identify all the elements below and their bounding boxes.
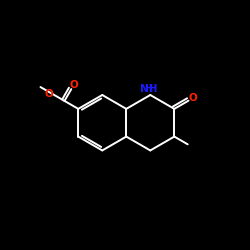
Text: O: O [44,89,53,99]
Text: O: O [188,93,197,103]
Text: O: O [70,80,78,90]
Text: H: H [144,84,152,94]
Text: NH: NH [140,84,157,94]
